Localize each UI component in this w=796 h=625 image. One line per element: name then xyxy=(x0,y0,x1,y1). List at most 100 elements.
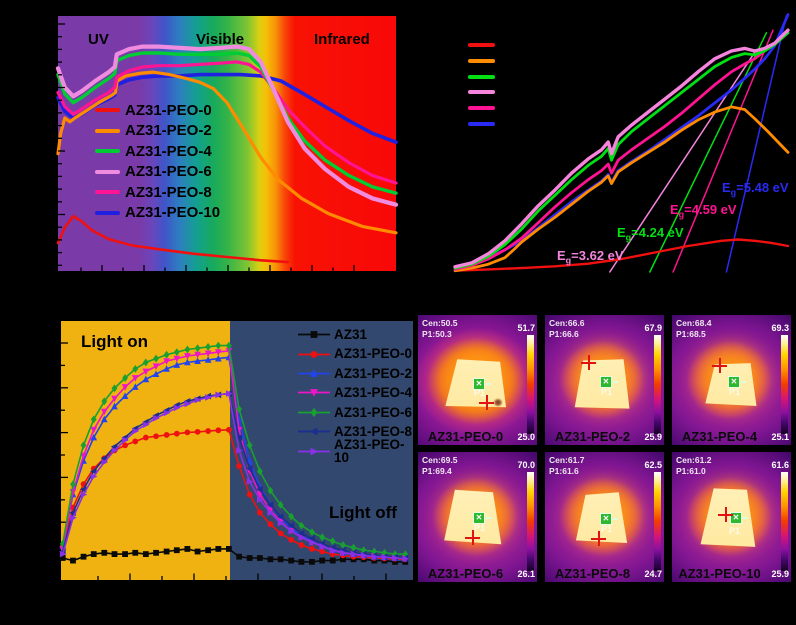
scale-min-value: 25.0 xyxy=(517,432,535,442)
data-point-marker xyxy=(236,463,243,469)
data-point-marker xyxy=(132,365,139,373)
scale-max-value: 69.3 xyxy=(771,323,789,333)
p1-reading: P1:50.3 xyxy=(422,329,452,339)
temperature-colorbar xyxy=(654,335,661,434)
data-point-marker xyxy=(298,533,305,541)
data-point-marker xyxy=(329,557,336,564)
sample-label: AZ31-PEO-8 xyxy=(554,566,631,581)
data-point-marker xyxy=(309,539,316,546)
data-point-marker xyxy=(59,539,66,548)
p1-spot-label: P1 xyxy=(601,524,613,534)
data-point-marker xyxy=(266,501,274,509)
data-point-marker xyxy=(90,551,97,557)
data-point-marker xyxy=(80,441,87,450)
data-point-marker xyxy=(173,361,181,368)
data-point-marker xyxy=(215,546,222,552)
crosshair-icon xyxy=(479,395,494,410)
data-point-marker xyxy=(70,480,76,489)
cen-reading: Cen:50.5 xyxy=(422,318,458,328)
tauc-curve-AZ31-PEO-2 xyxy=(453,105,790,273)
data-point-marker xyxy=(131,383,139,390)
data-point-marker xyxy=(184,358,191,366)
crosshair-icon xyxy=(581,355,596,370)
crosshair-icon xyxy=(591,531,606,546)
data-point-marker xyxy=(111,551,118,557)
data-point-marker xyxy=(184,345,191,354)
data-point-marker xyxy=(59,555,66,561)
scale-min-value: 25.1 xyxy=(771,432,789,442)
photothermal-curve-AZ31-PEO-8 xyxy=(61,392,407,559)
scale-min-value: 25.9 xyxy=(644,432,662,442)
data-point-marker xyxy=(297,530,305,537)
cen-reading: Cen:61.2 xyxy=(676,455,712,465)
data-point-marker xyxy=(132,549,139,556)
temperature-colorbar xyxy=(781,335,788,434)
p1-reading: P1:68.5 xyxy=(676,329,706,339)
dark-spot xyxy=(494,399,502,406)
thermal-image: Cen:61.2 P1:61.0 61.6 25.9 ✕ P1 AZ31-PEO-10 xyxy=(672,452,791,582)
legend-label: AZ31-PEO-10 xyxy=(334,436,405,466)
data-point-marker xyxy=(184,400,191,408)
data-point-marker xyxy=(101,458,108,466)
legend-swatch xyxy=(468,74,495,79)
data-point-marker xyxy=(132,427,139,435)
data-point-marker xyxy=(173,348,180,356)
center-marker-icon: ✕ xyxy=(600,513,618,525)
spectrum-curve-AZ31-PEO-8 xyxy=(56,60,398,185)
data-point-marker xyxy=(309,558,315,565)
data-point-marker xyxy=(173,547,180,554)
photothermal-curve-AZ31-PEO-10 xyxy=(61,392,407,560)
legend-label: AZ31-PEO-6 xyxy=(125,163,212,181)
data-point-marker xyxy=(319,533,326,542)
data-point-marker xyxy=(59,550,67,558)
absorbance-plot xyxy=(55,23,399,271)
data-point-marker xyxy=(173,430,180,437)
data-point-marker xyxy=(70,557,76,564)
data-point-marker xyxy=(267,556,274,563)
data-point-marker xyxy=(90,473,98,480)
data-point-marker xyxy=(101,408,108,416)
legend-item: AZ31-PEO-8 xyxy=(297,422,413,441)
legend-item: AZ31-PEO-0 xyxy=(95,100,220,121)
legend-label: AZ31-PEO-0 xyxy=(334,346,413,362)
legend-swatch xyxy=(95,108,120,113)
data-point-marker xyxy=(121,384,129,391)
legend-item: AZ31-PEO-4 xyxy=(297,383,413,402)
data-point-marker xyxy=(111,447,119,454)
p1-spot-label: P1 xyxy=(474,523,486,533)
bandgap-annotation: Eg=4.59 eV xyxy=(670,202,737,220)
legend-marker-icon xyxy=(298,369,330,377)
data-point-marker xyxy=(257,467,263,476)
p1-reading: P1:66.6 xyxy=(549,329,579,339)
data-point-marker xyxy=(152,370,160,377)
legend-swatch xyxy=(468,58,495,63)
data-point-marker xyxy=(319,548,326,555)
data-point-marker xyxy=(205,343,211,351)
legend-item: AZ31-PEO-10 xyxy=(95,203,220,224)
crosshair-icon xyxy=(712,358,727,373)
data-point-marker xyxy=(310,389,318,398)
temperature-colorbar xyxy=(781,472,788,571)
data-point-marker xyxy=(225,347,233,355)
legend-item: AZ31-PEO-6 xyxy=(297,403,413,422)
data-point-marker xyxy=(122,442,128,449)
photothermal-curve-AZ31-PEO-6 xyxy=(61,344,407,555)
data-point-marker xyxy=(215,391,222,399)
center-marker-icon: ✕ xyxy=(730,512,748,524)
data-point-marker xyxy=(277,501,284,509)
legend-swatch xyxy=(468,121,495,126)
data-point-marker xyxy=(142,368,150,376)
data-point-marker xyxy=(277,519,285,527)
data-point-marker xyxy=(246,441,253,450)
data-point-marker xyxy=(153,549,159,556)
sample-label: AZ31-PEO-0 xyxy=(427,429,504,444)
data-point-marker xyxy=(152,363,160,370)
data-point-marker xyxy=(392,558,398,565)
temperature-colorbar xyxy=(527,335,534,434)
photothermal-legend: AZ31 AZ31-PEO-0 AZ31-PEO-2 AZ31-PEO-4 AZ31-P… xyxy=(297,325,413,464)
spectrum-legend: AZ31-PEO-0 AZ31-PEO-2 AZ31-PEO-4 AZ31-PEO-6… xyxy=(95,100,220,223)
center-marker-icon: ✕ xyxy=(600,376,618,388)
cen-reading: Cen:66.6 xyxy=(549,318,585,328)
data-point-marker xyxy=(257,496,264,503)
